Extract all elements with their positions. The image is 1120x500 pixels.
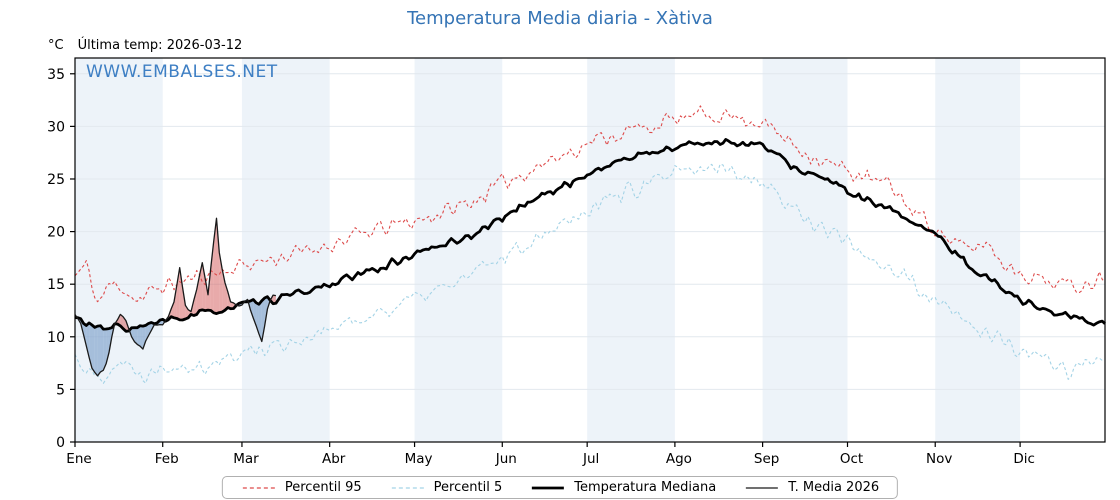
legend-label: Temperatura Mediana xyxy=(574,480,717,495)
svg-text:20: 20 xyxy=(47,225,65,241)
legend-line-percentil-95-icon xyxy=(242,486,275,489)
chart-title: Temperatura Media diaria - Xàtiva xyxy=(407,8,713,29)
legend-item-mediana: Temperatura Mediana xyxy=(530,480,716,495)
legend-label: Percentil 95 xyxy=(284,480,362,495)
svg-text:35: 35 xyxy=(47,67,65,83)
legend-item-tmedia-2026: T. Media 2026 xyxy=(744,480,879,495)
legend-line-percentil-5-icon xyxy=(391,486,424,489)
chart-subtitle: °C Última temp: 2026-03-12 xyxy=(48,38,242,53)
svg-text:0: 0 xyxy=(56,435,65,451)
svg-text:15: 15 xyxy=(47,277,65,293)
svg-text:30: 30 xyxy=(47,119,65,135)
svg-text:Ene: Ene xyxy=(66,451,91,467)
legend: Percentil 95 Percentil 5 Temperatura Med… xyxy=(221,476,899,499)
legend-line-tmedia-2026-icon xyxy=(746,486,779,489)
legend-item-percentil-95: Percentil 95 xyxy=(241,480,362,495)
svg-text:5: 5 xyxy=(56,382,65,398)
svg-text:Dic: Dic xyxy=(1013,451,1035,467)
svg-text:Sep: Sep xyxy=(754,451,779,467)
svg-text:Nov: Nov xyxy=(926,451,952,467)
svg-text:10: 10 xyxy=(47,330,65,346)
svg-text:Jul: Jul xyxy=(582,451,599,467)
svg-text:Oct: Oct xyxy=(840,451,863,467)
legend-line-mediana-icon xyxy=(532,486,565,489)
svg-text:Ago: Ago xyxy=(666,451,692,467)
svg-text:Jun: Jun xyxy=(495,451,517,467)
svg-text:Feb: Feb xyxy=(155,451,179,467)
svg-text:May: May xyxy=(405,451,433,467)
svg-text:Mar: Mar xyxy=(233,451,259,467)
legend-label: Percentil 5 xyxy=(433,480,503,495)
svg-text:25: 25 xyxy=(47,172,65,188)
last-temp-label: Última temp: 2026-03-12 xyxy=(77,38,243,53)
y-units-label: °C xyxy=(48,38,64,53)
legend-item-percentil-5: Percentil 5 xyxy=(390,480,503,495)
legend-label: T. Media 2026 xyxy=(788,480,880,495)
watermark: WWW.EMBALSES.NET xyxy=(86,62,278,82)
svg-text:Abr: Abr xyxy=(322,451,346,467)
